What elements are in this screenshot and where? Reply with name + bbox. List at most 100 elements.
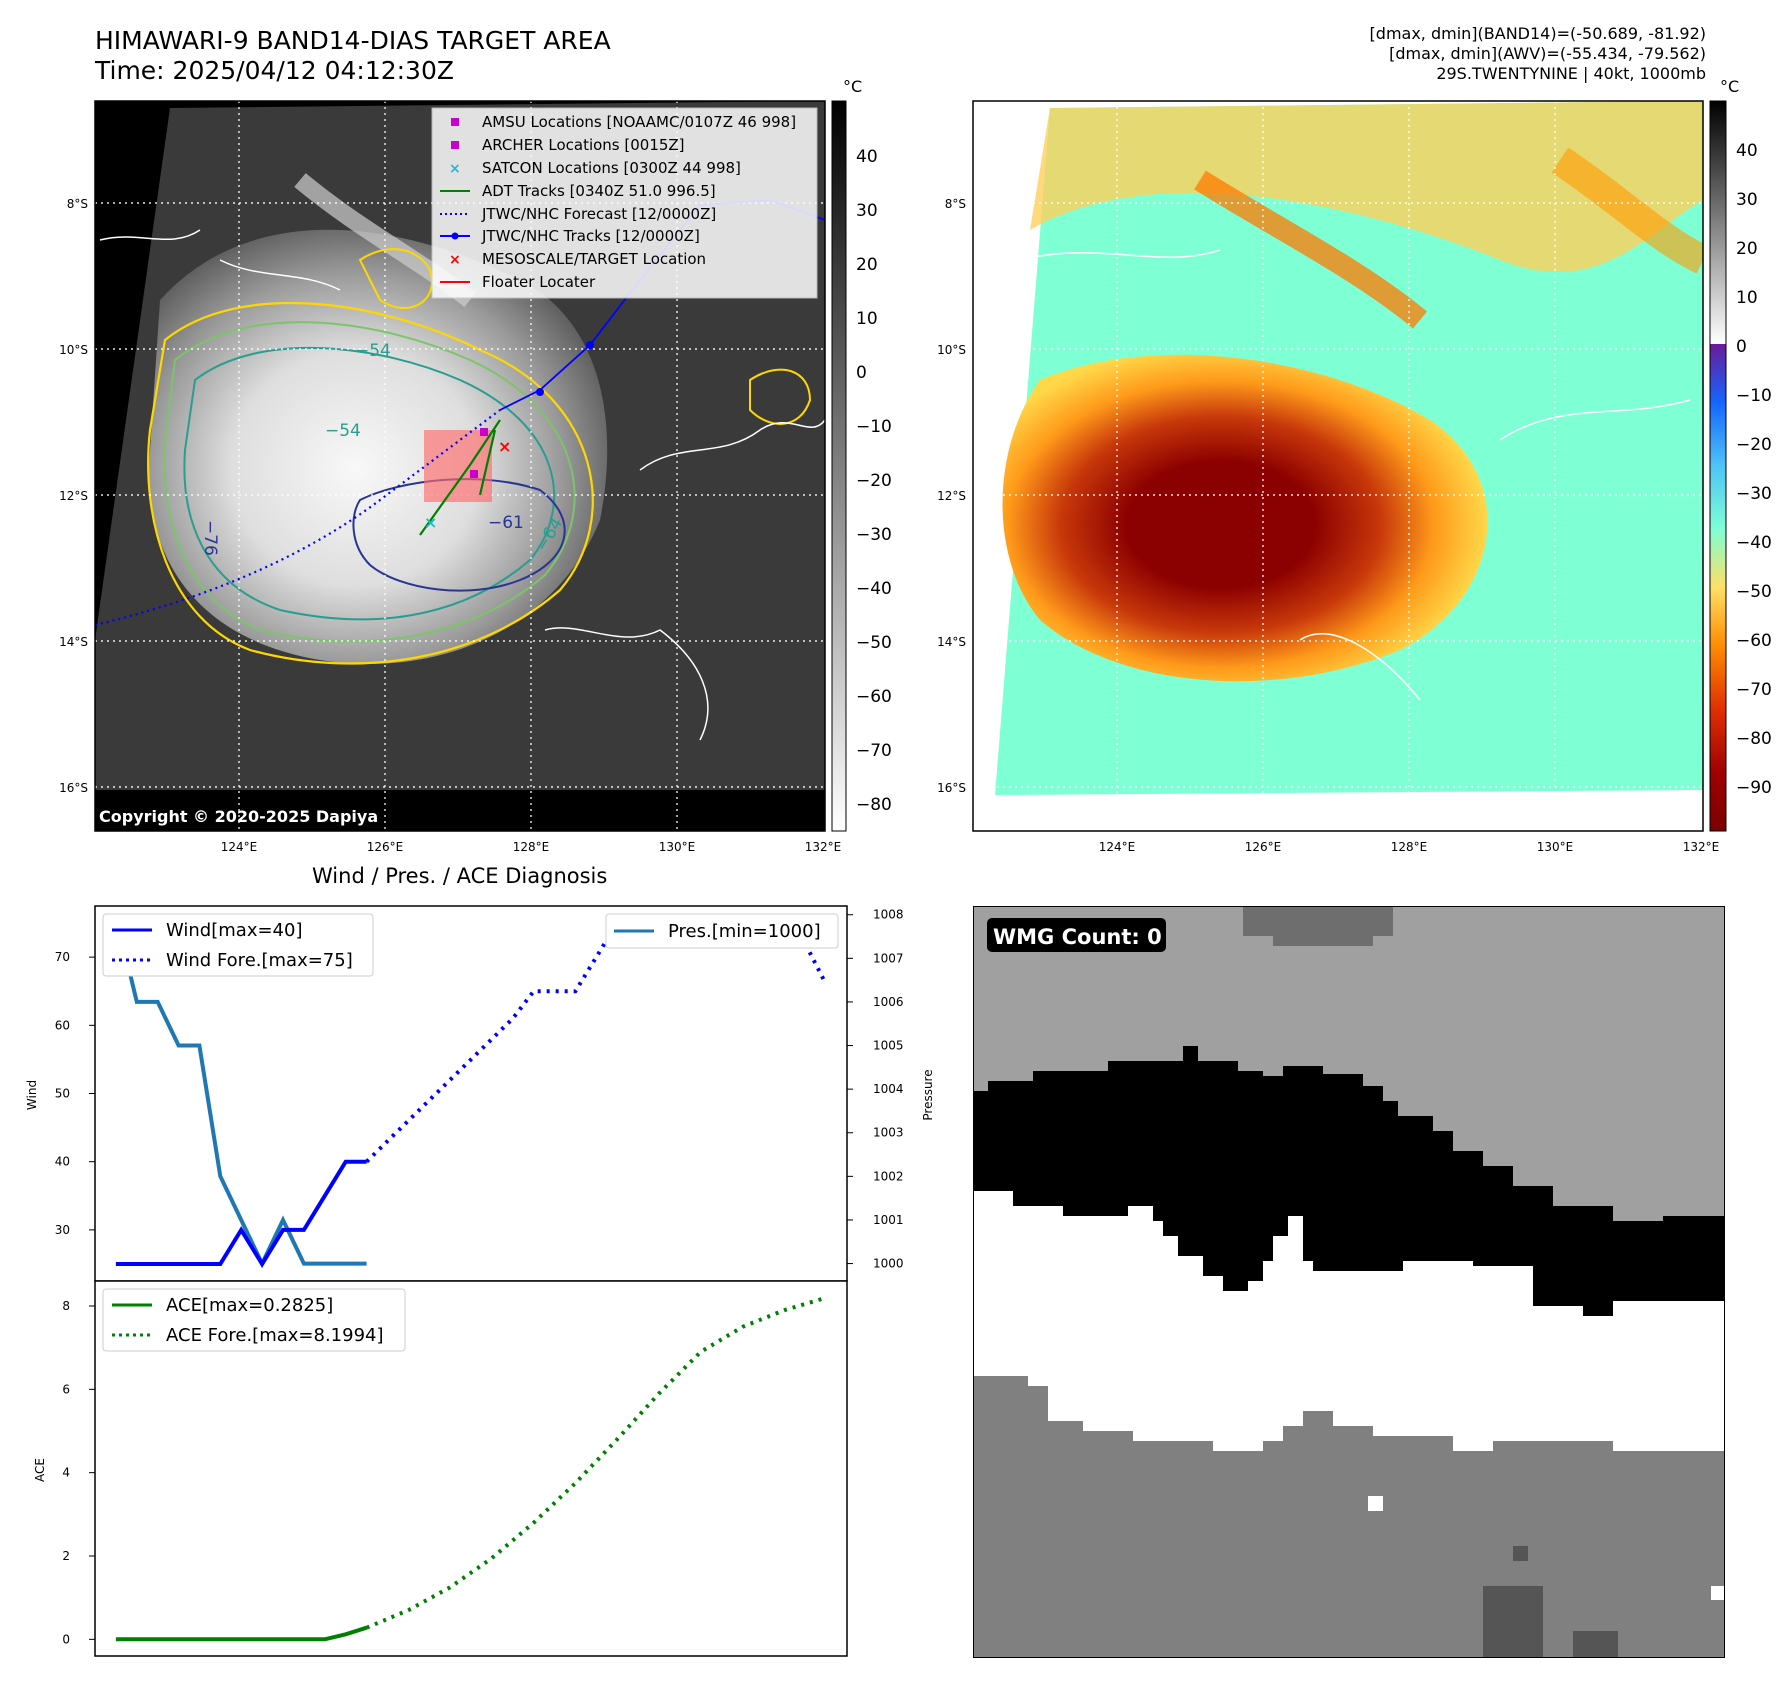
lat-tick: 16°S: [59, 781, 88, 795]
lat-tick: 12°S: [937, 489, 966, 503]
wind-legend: Wind[max=40] Wind Fore.[max=75]: [102, 913, 374, 977]
pressure-tick-label: 1008: [873, 908, 904, 922]
target-marker: ×: [498, 437, 511, 456]
legend-ace: ACE[max=0.2825]: [166, 1295, 333, 1316]
ir-panel: × × −54 −64 −76 −61 −54 Copyright © 2020…: [59, 77, 1772, 854]
diagnosis-title: Wind / Pres. / ACE Diagnosis: [312, 864, 608, 888]
lon-tick: 132°E: [1683, 840, 1720, 854]
lon-tick: 124°E: [221, 840, 258, 854]
pressure-line: [113, 914, 367, 1269]
wmg-panel: WMG Count: 0: [973, 906, 1725, 1658]
lon-tick: 130°E: [659, 840, 696, 854]
awv-tick: −20: [1736, 435, 1772, 455]
lon-tick: 124°E: [1099, 840, 1136, 854]
wind-tick-label: 40: [55, 1155, 70, 1169]
diagnosis-chart: 3040506070100010011002100310041005100610…: [25, 905, 935, 1657]
lon-tick: 128°E: [1391, 840, 1428, 854]
awv-tick: −50: [1736, 582, 1772, 602]
legend-jtwc-forecast: JTWC/NHC Forecast [12/0000Z]: [481, 205, 716, 223]
contour-label: −54: [355, 341, 391, 361]
ir-tick: −30: [856, 525, 892, 545]
ir-tick: −50: [856, 633, 892, 653]
jtwc-forecast-track: [95, 409, 501, 627]
contour-label: −54: [325, 421, 361, 441]
copyright-text: Copyright © 2020-2025 Dapiya: [99, 807, 378, 826]
ir-lat-ticks: 8°S 10°S 12°S 14°S 16°S: [59, 197, 88, 795]
lat-tick: 10°S: [59, 343, 88, 357]
wind-ylabel: Wind: [25, 1080, 39, 1110]
wmg-count-label: WMG Count: 0: [993, 925, 1162, 949]
lat-tick: 14°S: [59, 635, 88, 649]
ace-tick-label: 8: [62, 1299, 70, 1313]
pressure-tick-label: 1007: [873, 951, 904, 965]
awv-colorbar-bottom: [1710, 344, 1726, 831]
ir-tick: −10: [856, 417, 892, 437]
ir-tick: −80: [856, 795, 892, 815]
legend-adt: ADT Tracks [0340Z 51.0 996.5]: [482, 182, 716, 200]
amsu-marker: [480, 428, 488, 436]
legend-wind: Wind[max=40]: [166, 920, 303, 941]
legend-pres: Pres.[min=1000]: [668, 921, 821, 942]
pressure-tick-label: 1002: [873, 1169, 904, 1183]
pressure-tick-label: 1004: [873, 1082, 904, 1096]
awv-tick: −80: [1736, 729, 1772, 749]
ace-tick-label: 0: [62, 1632, 70, 1646]
lat-tick: 8°S: [67, 197, 88, 211]
ir-tick: −20: [856, 471, 892, 491]
lon-tick: 130°E: [1537, 840, 1574, 854]
title-line-1: HIMAWARI-9 BAND14-DIAS TARGET AREA: [95, 26, 611, 55]
awv-image: [973, 101, 1703, 831]
ir-colorbar-ticks: 40 30 20 10 0 −10 −20 −30 −40 −50 −60 −7…: [856, 147, 892, 815]
pressure-tick-label: 1006: [873, 995, 904, 1009]
adt-track: [419, 419, 501, 536]
legend-target: MESOSCALE/TARGET Location: [482, 250, 706, 268]
pressure-tick-label: 1003: [873, 1126, 904, 1140]
awv-tick: 30: [1736, 190, 1758, 210]
pressure-legend: Pres.[min=1000]: [605, 913, 839, 949]
title-line-2: Time: 2025/04/12 04:12:30Z: [95, 56, 454, 85]
ir-tick: −60: [856, 687, 892, 707]
svg-text:×: ×: [449, 252, 461, 268]
ir-tick: 30: [856, 201, 878, 221]
lat-tick: 8°S: [945, 197, 966, 211]
awv-colorbar-top: [1710, 101, 1726, 344]
ir-tick: 40: [856, 147, 878, 167]
ace-tick-label: 4: [62, 1466, 70, 1480]
pressure-tick-label: 1001: [873, 1213, 904, 1227]
wind-tick-label: 30: [55, 1223, 70, 1237]
ace-tick-label: 6: [62, 1382, 70, 1396]
contour-label: −76: [200, 520, 220, 556]
legend-satcon: SATCON Locations [0300Z 44 998]: [482, 159, 741, 177]
ir-colorbar: [831, 100, 847, 832]
awv-colorbar-ticks: 40 30 20 10 0 −10 −20 −30 −40 −50 −60 −7…: [1736, 141, 1772, 798]
lon-tick: 132°E: [805, 840, 842, 854]
awv-tick: −40: [1736, 533, 1772, 553]
awv-lat-ticks: 8°S 10°S 12°S 14°S 16°S: [937, 197, 966, 795]
legend-jtwc-tracks: JTWC/NHC Tracks [12/0000Z]: [481, 227, 700, 245]
wind-tick-label: 70: [55, 950, 70, 964]
awv-colorbar-unit: °C: [1720, 77, 1739, 96]
legend-ace-fore: ACE Fore.[max=8.1994]: [166, 1325, 384, 1346]
ir-tick: −40: [856, 579, 892, 599]
dmax-awv: [dmax, dmin](AWV)=(-55.434, -79.562): [1389, 44, 1706, 63]
ir-colorbar-unit: °C: [843, 77, 862, 96]
wind-line: [115, 1159, 367, 1268]
ir-lon-ticks: 124°E 126°E 128°E 130°E 132°E: [221, 840, 842, 854]
lat-tick: 16°S: [937, 781, 966, 795]
contour-label: −61: [488, 513, 524, 533]
lat-tick: 14°S: [937, 635, 966, 649]
legend-archer: ARCHER Locations [0015Z]: [482, 136, 685, 154]
archer-marker: [470, 470, 478, 478]
figure-title: HIMAWARI-9 BAND14-DIAS TARGET AREA Time:…: [95, 26, 611, 86]
awv-tick: 20: [1736, 239, 1758, 259]
awv-tick: 10: [1736, 288, 1758, 308]
legend-floater: Floater Locater: [482, 273, 596, 291]
pressure-tick-label: 1005: [873, 1039, 904, 1053]
lat-tick: 10°S: [937, 343, 966, 357]
lon-tick: 126°E: [1245, 840, 1282, 854]
map-legend: AMSU Locations [NOAAMC/0107Z 46 998] ARC…: [431, 107, 818, 299]
awv-tick: 0: [1736, 337, 1747, 357]
awv-tick: −70: [1736, 680, 1772, 700]
ace-legend: ACE[max=0.2825] ACE Fore.[max=8.1994]: [102, 1288, 406, 1352]
awv-tick: −60: [1736, 631, 1772, 651]
